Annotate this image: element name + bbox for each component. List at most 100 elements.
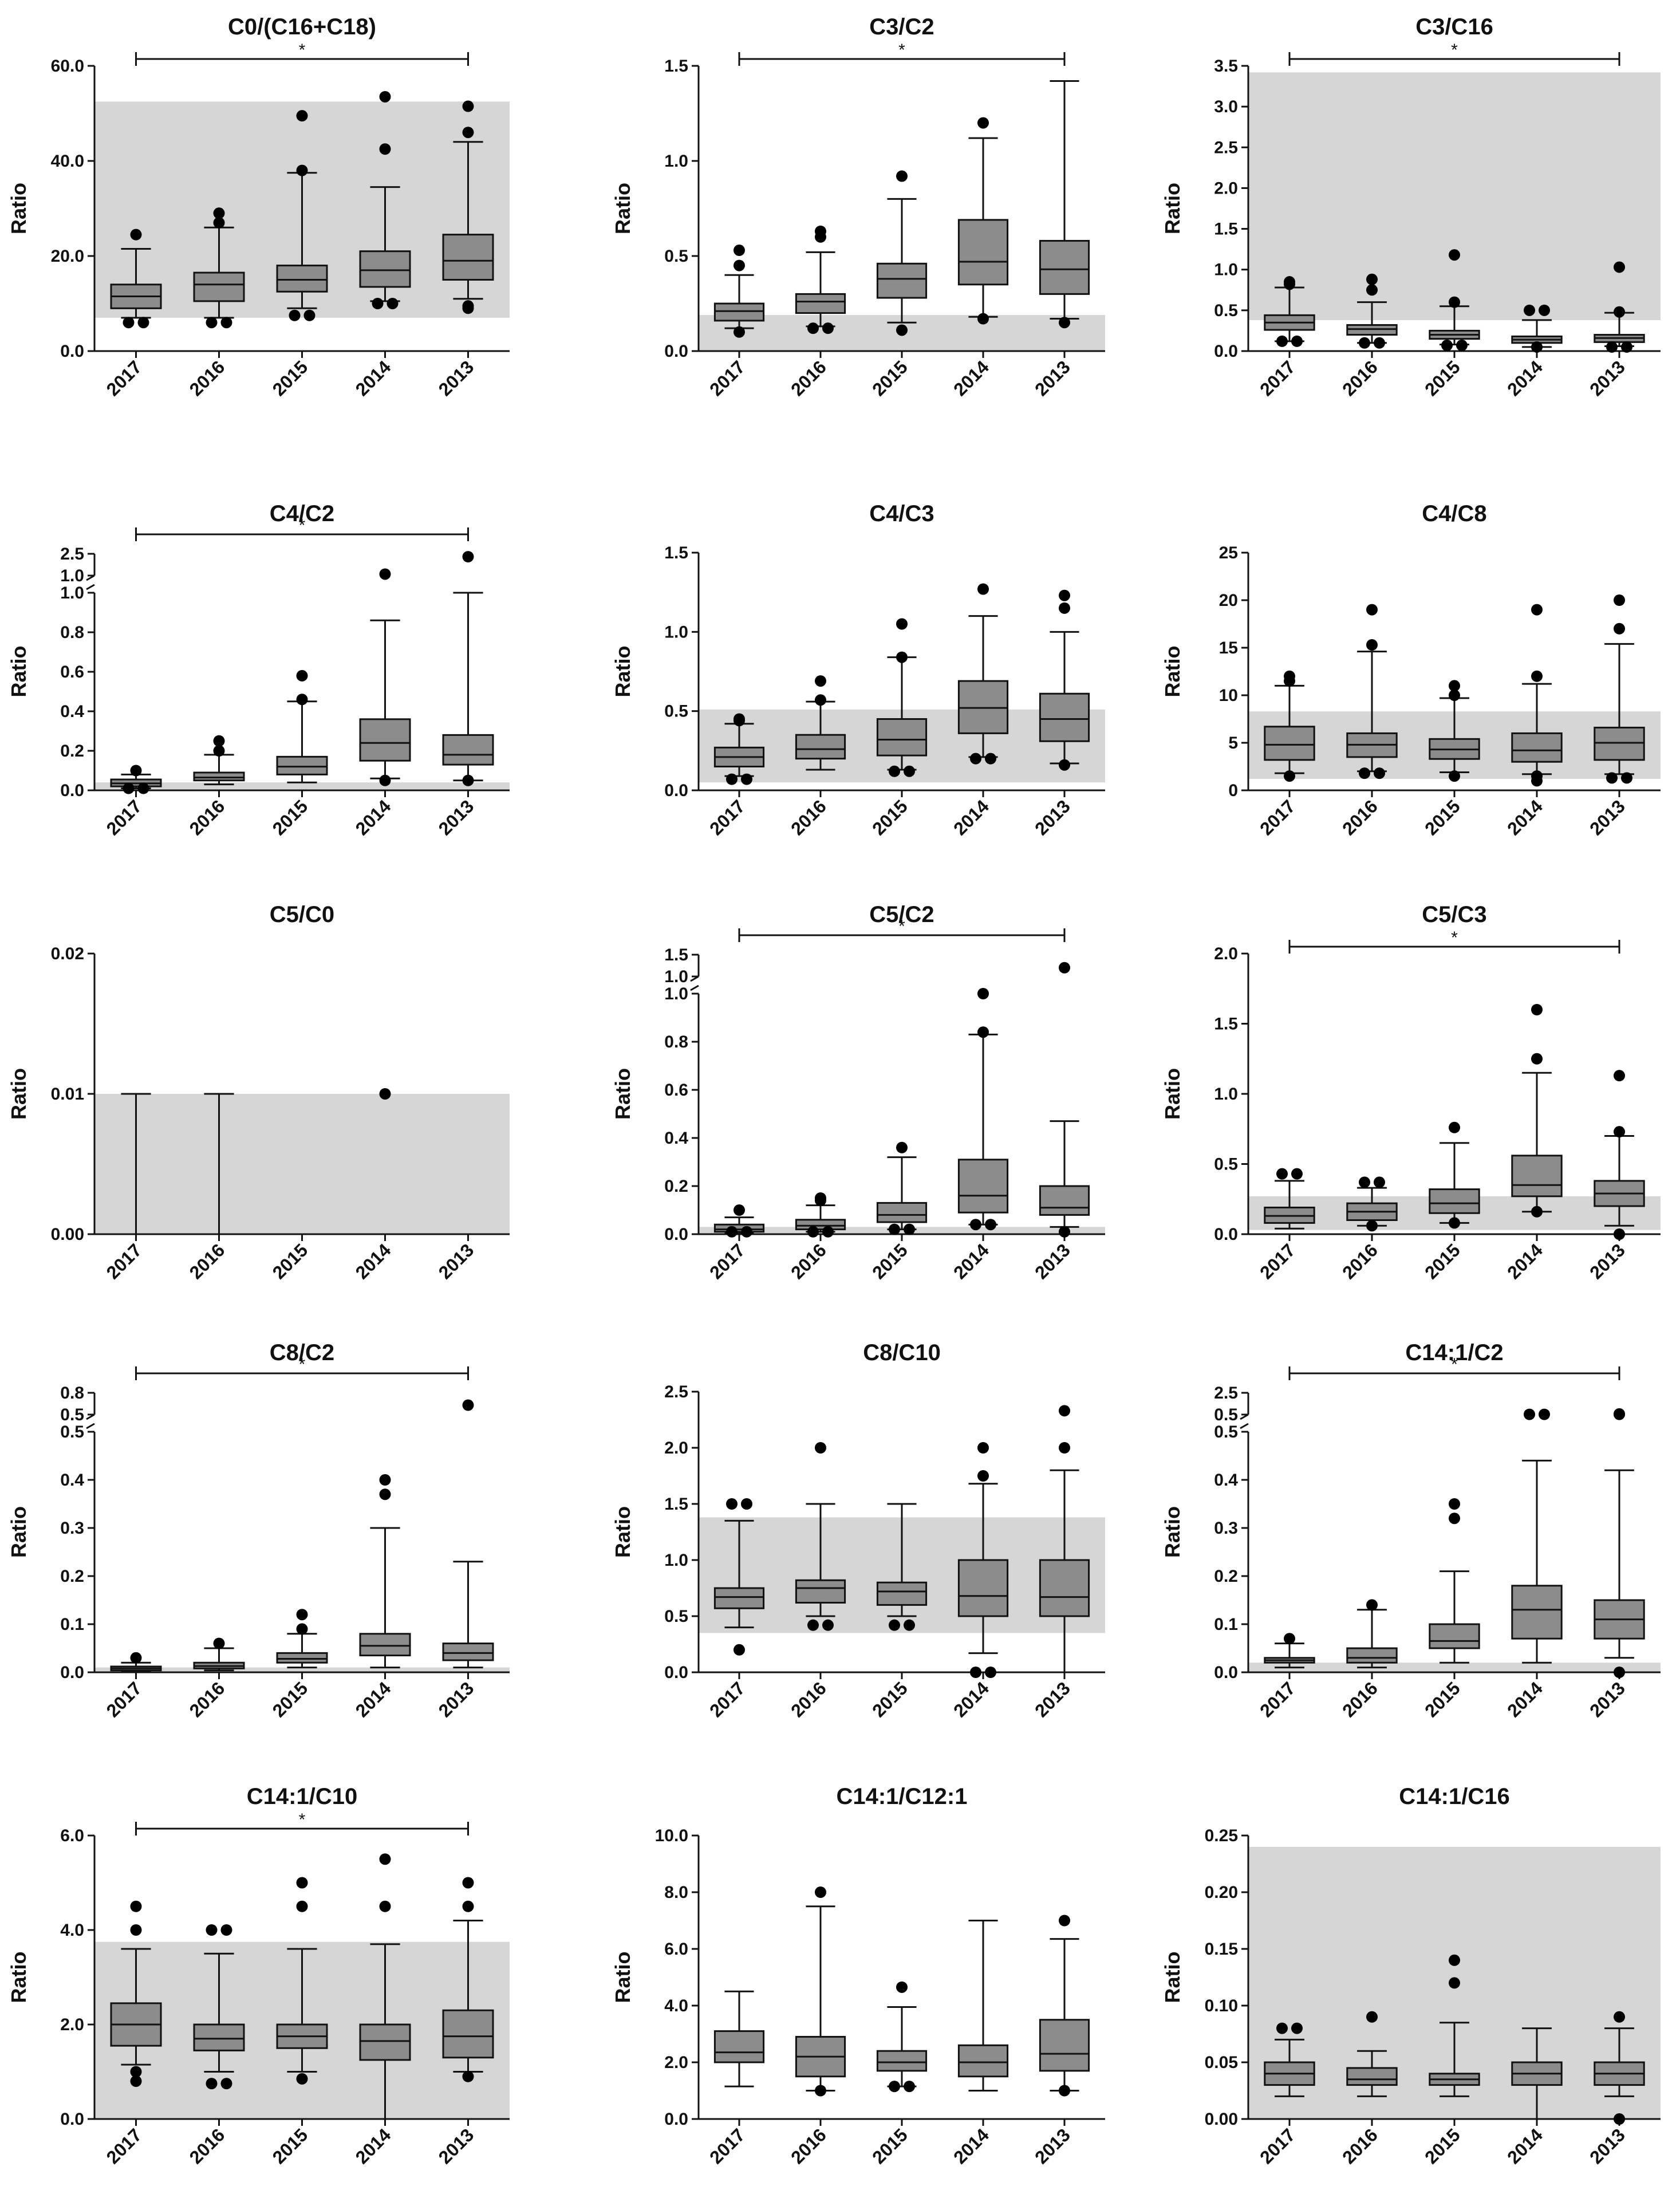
outlier-point <box>1359 337 1370 349</box>
box-plot-2014 <box>1511 304 1563 353</box>
x-tick-label: 2014 <box>1503 2124 1547 2168</box>
outlier-point <box>130 229 142 241</box>
x-tick-label: 2017 <box>1256 1677 1299 1721</box>
outlier-point <box>977 1442 989 1454</box>
outlier-point <box>206 2078 218 2090</box>
x-tick-label: 2013 <box>435 795 478 839</box>
outlier-point <box>213 216 225 229</box>
outlier-point <box>1531 604 1543 616</box>
outlier-point <box>977 1026 989 1038</box>
y-tick-label: 2.5 <box>60 545 84 564</box>
outlier-point <box>462 100 474 112</box>
box-plot-2015 <box>1429 680 1480 782</box>
y-tick-label: 0.15 <box>1205 1940 1238 1959</box>
chart-title: C3/C16 <box>1415 14 1493 40</box>
y-tick-label: 0.5 <box>1214 1155 1238 1174</box>
outlier-point <box>1059 759 1070 771</box>
outlier-point <box>1059 2085 1070 2097</box>
x-tick-label: 2014 <box>949 1239 993 1283</box>
box-plot-2016 <box>795 1442 846 1631</box>
box-plot-2016 <box>193 735 245 786</box>
y-tick-label: 0.0 <box>664 781 688 800</box>
outlier-point <box>733 326 745 338</box>
box-plot-2013 <box>1594 2011 1645 2125</box>
outlier-point <box>985 1667 996 1678</box>
outlier-point <box>387 298 399 309</box>
outlier-point <box>985 1219 996 1231</box>
outlier-point <box>1284 278 1295 290</box>
x-tick-label: 2014 <box>352 795 395 839</box>
iqr-box <box>876 718 928 757</box>
box-plot-2014 <box>957 1920 1009 2092</box>
outlier-point <box>1614 1408 1625 1420</box>
outlier-point <box>970 753 981 765</box>
iqr-box <box>193 771 245 782</box>
x-tick-label: 2015 <box>868 356 912 400</box>
outlier-point <box>822 322 834 334</box>
x-tick-label: 2013 <box>435 1239 478 1283</box>
x-tick-label: 2013 <box>1031 795 1074 839</box>
chart-title: C14:1/C12:1 <box>836 1784 967 1809</box>
box-plot-2013 <box>1039 589 1090 771</box>
x-tick-label: 2016 <box>1338 795 1382 839</box>
x-tick-label: 2016 <box>1338 2124 1382 2168</box>
outlier-point <box>1059 1915 1070 1927</box>
y-tick-label: 6.0 <box>664 1940 688 1959</box>
chart-panel: C0/(C16+C18) Ratio 0.0 20.0 40.0 60.0 2017 2016… <box>7 14 510 400</box>
x-tick-label: 2017 <box>1256 795 1299 839</box>
outlier-point <box>1531 770 1543 782</box>
outlier-point <box>815 1442 826 1454</box>
iqr-box <box>193 2023 245 2051</box>
x-tick-label: 2017 <box>1256 1239 1299 1283</box>
y-tick-label: 2.0 <box>664 1439 688 1458</box>
outlier-point <box>904 765 915 777</box>
outlier-point <box>379 1900 391 1912</box>
reference-range-band <box>94 1094 510 1234</box>
outlier-point <box>379 568 391 580</box>
outlier-point <box>1366 1599 1378 1611</box>
outlier-point <box>985 753 996 765</box>
x-tick-label: 2017 <box>1256 356 1299 400</box>
y-tick-label: 0.5 <box>1214 1405 1238 1424</box>
y-tick-label: 1.5 <box>1214 220 1238 239</box>
y-tick-label: 0.0 <box>664 2110 688 2129</box>
chart-title: C5/C0 <box>270 902 334 927</box>
box-plot-2014 <box>1511 604 1563 787</box>
outlier-point <box>1456 340 1468 352</box>
outlier-point <box>1449 770 1460 782</box>
y-axis-label: Ratio <box>1161 646 1184 698</box>
x-tick-label: 2014 <box>1503 356 1547 400</box>
x-tick-label: 2013 <box>1031 2124 1074 2168</box>
outlier-point <box>1291 1168 1303 1180</box>
box-plot-2017 <box>110 229 162 329</box>
y-axis-label: Ratio <box>7 183 30 234</box>
box-plot-2017 <box>111 1093 161 1235</box>
outlier-point <box>1449 1977 1460 1989</box>
x-tick-label: 2016 <box>186 356 229 400</box>
iqr-box <box>1346 1647 1398 1664</box>
significance-label: * <box>299 1810 306 1829</box>
chart-title: C5/C3 <box>1422 902 1486 927</box>
y-tick-label: 0.4 <box>60 1471 84 1490</box>
outlier-point <box>379 1088 391 1100</box>
box-plot-2015 <box>876 170 928 336</box>
outlier-point <box>220 2078 232 2090</box>
x-tick-label: 2016 <box>186 1677 229 1721</box>
y-tick-label: 1.5 <box>664 57 688 76</box>
significance-bracket: * <box>1288 928 1620 954</box>
outlier-point <box>1449 1513 1460 1525</box>
iqr-box <box>276 265 328 293</box>
iqr-box <box>957 1559 1009 1617</box>
iqr-box <box>795 293 846 314</box>
y-tick-label: 0.4 <box>664 1129 688 1148</box>
outlier-point <box>815 1886 826 1898</box>
y-tick-label: 0.5 <box>664 247 688 266</box>
reference-range-band <box>94 1667 510 1672</box>
y-tick-label: 3.0 <box>1214 97 1238 116</box>
outlier-point <box>726 773 738 785</box>
outlier-point <box>726 1226 738 1238</box>
box-plot-2015 <box>876 1503 928 1631</box>
chart-title: C8/C2 <box>270 1340 334 1365</box>
outlier-point <box>137 317 149 329</box>
outlier-point <box>296 1900 308 1912</box>
